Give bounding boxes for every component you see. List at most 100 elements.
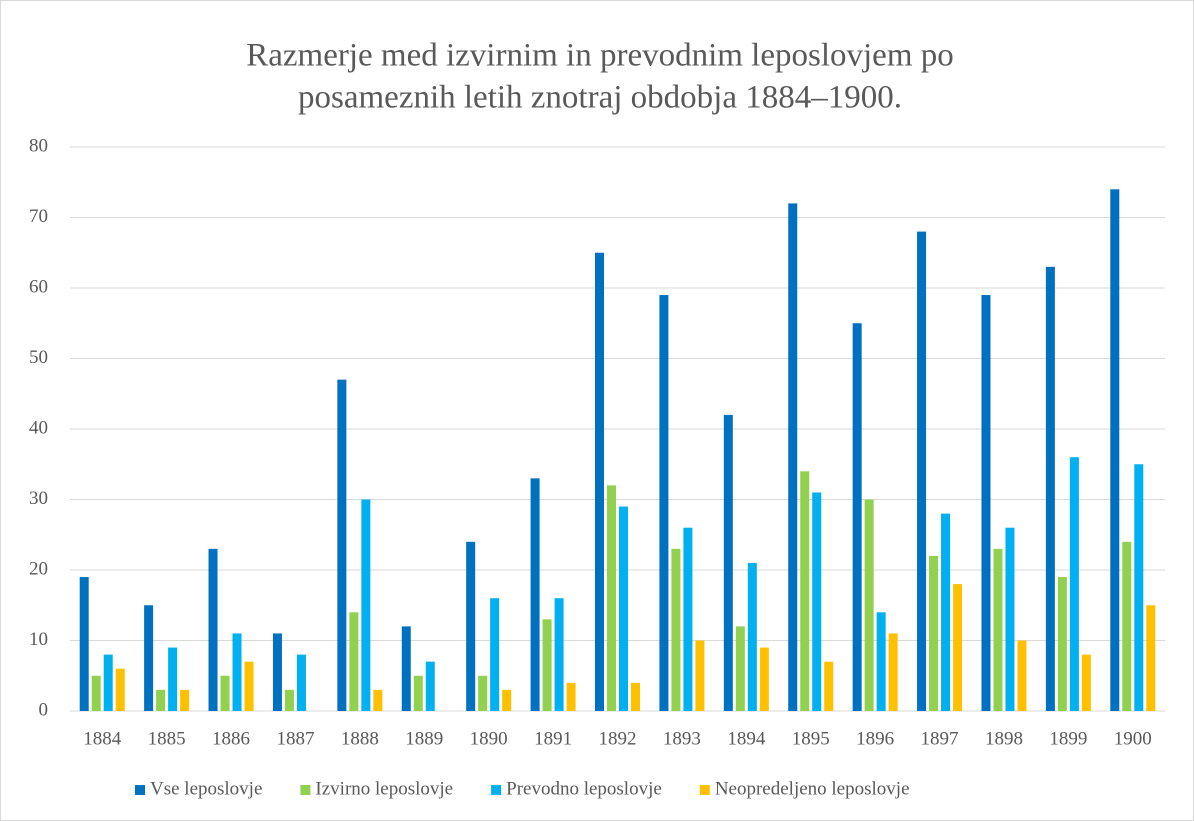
bar [788,203,798,711]
legend-label: Izvirno leposlovje [315,778,453,799]
bar [296,654,306,711]
bar [759,647,769,711]
legend-label: Vse leposlovje [150,778,262,799]
x-tick-label: 1885 [148,728,186,749]
x-tick-label: 1893 [663,728,701,749]
bar [695,640,705,711]
bar [401,626,411,711]
bar [1017,640,1027,711]
bar [115,668,125,711]
bar [144,605,154,711]
bar [180,689,190,711]
bar [1045,266,1055,711]
x-tick-label: 1889 [405,728,443,749]
bar [1146,605,1156,711]
bar [466,541,476,711]
bar [1081,654,1091,711]
bar [993,548,1003,711]
x-tick-label: 1900 [1114,728,1152,749]
bar [1005,527,1015,711]
bar [941,513,951,711]
bar [981,295,991,711]
chart-title: Razmerje med izvirnim in prevodnim lepos… [246,38,954,74]
y-tick-label: 20 [29,558,48,579]
bar [607,485,616,711]
bar [888,633,898,711]
bar [156,689,166,711]
legend-label: Neopredeljeno leposlovje [715,778,910,799]
bar [168,647,178,711]
bar [1134,464,1144,711]
x-tick-label: 1899 [1049,728,1087,749]
bar [373,689,383,711]
bar [1069,457,1079,711]
x-tick-label: 1887 [276,728,314,749]
bar [79,577,89,711]
bar [91,675,101,711]
x-tick-label: 1892 [599,728,637,749]
bar [502,689,512,711]
bar [490,598,500,711]
x-tick-label: 1884 [83,728,122,749]
y-tick-label: 50 [29,347,48,368]
bar [272,633,282,711]
bar [876,612,886,711]
legend-swatch [491,785,502,795]
x-tick-label: 1891 [534,728,572,749]
bar [812,492,822,711]
bar [671,548,681,711]
x-tick-label: 1898 [985,728,1023,749]
bar [1110,189,1120,712]
bar [530,478,540,711]
bar [917,231,927,711]
legend-swatch [135,785,145,795]
x-tick-label: 1897 [921,728,959,749]
y-tick-label: 40 [29,417,48,438]
bar [232,633,242,711]
x-tick-label: 1886 [212,728,250,749]
x-tick-label: 1894 [727,728,766,749]
bar [953,584,963,711]
bar [425,661,435,711]
bar [554,598,564,711]
bar [864,499,874,711]
bar [361,499,371,711]
bar [244,661,254,711]
legend-label: Prevodno leposlovje [506,778,662,799]
y-tick-label: 0 [39,699,49,720]
bar [683,527,693,711]
legend-swatch [300,785,311,795]
x-tick-label: 1890 [470,728,508,749]
bar [566,682,576,711]
bar [735,626,745,711]
bar [337,379,347,711]
bar [284,689,294,711]
x-tick-label: 1888 [341,728,379,749]
y-tick-label: 60 [29,276,48,297]
bar [413,675,423,711]
bar [852,323,862,711]
bar [1057,577,1067,711]
bar [619,506,628,711]
bar [723,414,733,711]
bar [220,675,230,711]
bar [929,555,939,711]
bar [103,654,113,711]
bar [800,471,810,711]
bar [747,562,757,711]
y-tick-label: 30 [29,488,48,509]
chart-title: posameznih letih znotraj obdobja 1884–19… [298,80,902,116]
bar [208,548,218,711]
x-tick-label: 1895 [792,728,830,749]
y-tick-label: 80 [29,135,48,156]
bar [478,675,488,711]
x-tick-label: 1896 [856,728,894,749]
y-tick-label: 70 [29,206,48,227]
bar [631,682,640,711]
bar [659,295,669,711]
y-tick-label: 10 [29,629,48,650]
bar [349,612,359,711]
bar [595,252,604,711]
bar [824,661,834,711]
